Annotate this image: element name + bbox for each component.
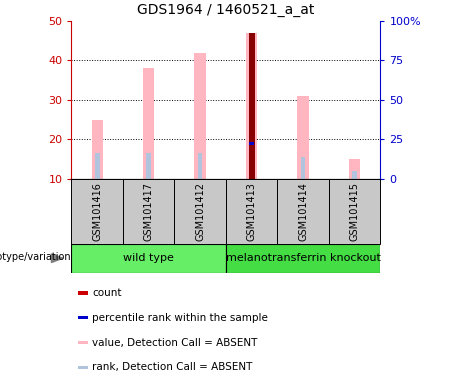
Text: value, Detection Call = ABSENT: value, Detection Call = ABSENT (92, 338, 258, 348)
Bar (71, 244, 226, 273)
Bar (95, 153, 100, 179)
Text: count: count (92, 288, 122, 298)
Bar (78, 341, 88, 344)
Text: rank, Detection Call = ABSENT: rank, Detection Call = ABSENT (92, 362, 253, 372)
Bar (297, 96, 309, 179)
Bar (249, 143, 254, 179)
Bar (71, 179, 123, 244)
Bar (226, 179, 278, 244)
Bar (278, 179, 329, 244)
Bar (195, 53, 206, 179)
Text: GSM101415: GSM101415 (349, 182, 360, 241)
Bar (198, 153, 202, 179)
Text: GSM101414: GSM101414 (298, 182, 308, 241)
Title: GDS1964 / 1460521_a_at: GDS1964 / 1460521_a_at (137, 3, 314, 17)
Bar (92, 119, 103, 179)
Polygon shape (52, 254, 63, 263)
Bar (78, 366, 88, 369)
Bar (78, 291, 88, 295)
Text: GSM101412: GSM101412 (195, 182, 205, 241)
Text: genotype/variation: genotype/variation (0, 252, 71, 262)
Bar (352, 171, 357, 179)
Bar (246, 33, 257, 179)
Text: GSM101416: GSM101416 (92, 182, 102, 241)
Text: GSM101413: GSM101413 (247, 182, 257, 241)
Bar (248, 33, 255, 179)
Bar (249, 142, 254, 145)
Bar (329, 179, 380, 244)
Text: percentile rank within the sample: percentile rank within the sample (92, 313, 268, 323)
Bar (349, 159, 360, 179)
Text: wild type: wild type (123, 253, 174, 263)
Bar (143, 68, 154, 179)
Text: GSM101417: GSM101417 (144, 182, 154, 241)
Bar (123, 179, 174, 244)
Bar (146, 153, 151, 179)
Bar (301, 157, 306, 179)
Bar (174, 179, 226, 244)
Bar (78, 316, 88, 319)
Bar (226, 244, 380, 273)
Text: melanotransferrin knockout: melanotransferrin knockout (226, 253, 380, 263)
